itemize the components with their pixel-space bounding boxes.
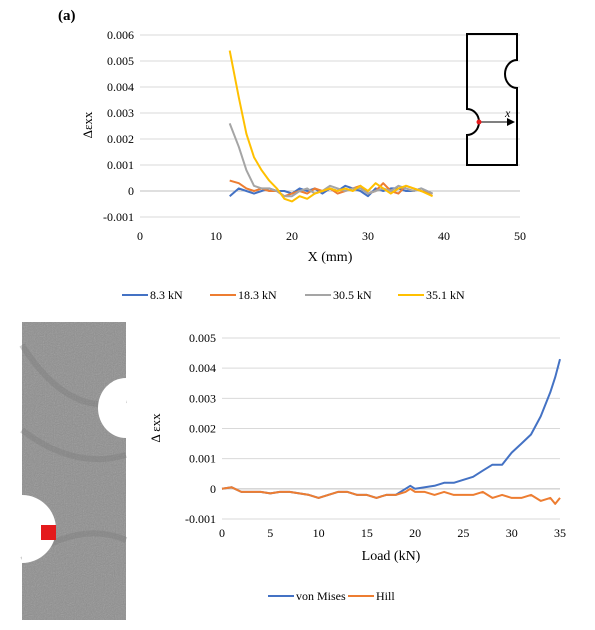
x-tick-label: 10 — [210, 229, 222, 243]
specimen-photo — [19, 322, 128, 620]
y-tick-label: 0.003 — [107, 106, 134, 120]
y-tick-label: 0.003 — [189, 391, 216, 405]
y-tick-label: 0.002 — [189, 422, 216, 436]
legend-label: von Mises — [296, 589, 346, 603]
x-tick-label: 50 — [514, 229, 526, 243]
chart2-y-tick-labels: -0.001 0 0.001 0.002 0.003 0.004 0.005 — [185, 331, 216, 526]
x-tick-label: 25 — [457, 526, 469, 540]
legend-label: 18.3 kN — [238, 288, 277, 302]
series-line-3 — [228, 123, 434, 198]
chart1-y-axis-label: Δεxx — [80, 111, 95, 138]
y-tick-label: 0.004 — [107, 80, 134, 94]
series-line-2 — [221, 486, 561, 505]
panel-label: (a) — [58, 8, 76, 24]
y-tick-label: 0.006 — [107, 28, 134, 42]
x-tick-label: 40 — [438, 229, 450, 243]
y-tick-label: 0 — [210, 482, 216, 496]
chart1-legend: 8.3 kN 18.3 kN 30.5 kN 35.1 kN — [122, 288, 465, 302]
x-tick-label: 30 — [362, 229, 374, 243]
specimen-inset-sketch: x — [466, 33, 518, 166]
y-tick-label: 0.001 — [107, 158, 134, 172]
x-tick-label: 30 — [506, 526, 518, 540]
chart1-x-tick-labels: 0 10 20 30 40 50 — [137, 229, 526, 243]
legend-label: Hill — [376, 589, 395, 603]
chart1-x-axis-label: X (mm) — [308, 250, 353, 265]
chart2-x-axis-label: Load (kN) — [362, 549, 421, 564]
legend-label: 8.3 kN — [150, 288, 183, 302]
y-tick-label: 0.004 — [189, 361, 216, 375]
y-tick-label: 0.002 — [107, 132, 134, 146]
chart2-gridlines — [222, 337, 560, 520]
y-tick-label: -0.001 — [103, 210, 134, 224]
chart2-x-tick-labels: 0 5 10 15 20 25 30 35 — [219, 526, 566, 540]
legend-label: 30.5 kN — [333, 288, 372, 302]
x-tick-label: 0 — [219, 526, 225, 540]
inset-origin-marker — [476, 119, 482, 125]
x-tick-label: 5 — [267, 526, 273, 540]
x-tick-label: 20 — [286, 229, 298, 243]
x-tick-label: 20 — [409, 526, 421, 540]
x-tick-label: 35 — [554, 526, 566, 540]
y-tick-label: -0.001 — [185, 512, 216, 526]
series-line-4 — [228, 50, 434, 203]
y-tick-label: 0 — [128, 184, 134, 198]
inset-x-label: x — [504, 106, 511, 120]
chart1-series — [228, 50, 434, 203]
y-tick-label: 0.005 — [107, 54, 134, 68]
y-tick-label: 0.001 — [189, 452, 216, 466]
chart2-legend: von Mises Hill — [268, 589, 395, 603]
chart2-y-axis-label: Δ εxx — [148, 413, 163, 443]
chart2-series — [221, 358, 561, 505]
chart1-gridlines — [140, 34, 520, 218]
x-tick-label: 15 — [361, 526, 373, 540]
x-tick-label: 10 — [313, 526, 325, 540]
x-tick-label: 0 — [137, 229, 143, 243]
measurement-point-marker — [41, 525, 56, 540]
y-tick-label: 0.005 — [189, 331, 216, 345]
chart1-y-tick-labels: -0.001 0 0.001 0.002 0.003 0.004 0.005 0.006 — [103, 28, 134, 224]
legend-label: 35.1 kN — [426, 288, 465, 302]
